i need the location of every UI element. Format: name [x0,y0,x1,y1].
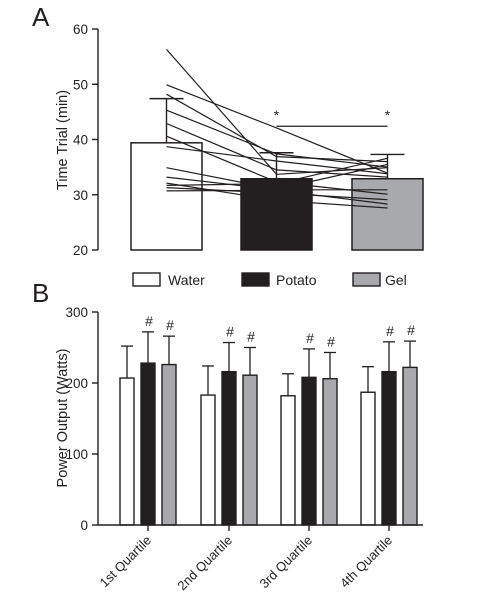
panel-b-y-axis-label: Power Output (Watts) [55,349,71,488]
panel-b-bar-water [119,377,135,526]
panel-b-bar-water [360,391,376,526]
panel-a-participant-line [166,109,388,168]
panel-b-y-tick-label: 100 [65,447,88,462]
significance-hash: # [327,333,335,349]
panel-b-bar-water [280,395,296,526]
panel-a-participant-line [166,187,388,201]
legend-swatch-potato [241,272,270,287]
panel-b-y-axis: 0 100 200 300 [65,305,99,533]
panel-a-y-tick-label: 40 [73,133,88,148]
panel-b-category-label: 2nd Quartile [174,533,235,594]
panel-b-category-label: 3rd Quartile [256,533,315,592]
panel-a-significance: * * [274,107,391,127]
panel-a-bar-water [130,142,203,251]
panel-b-bar-potato [221,370,237,526]
legend-label-potato: Potato [276,272,317,288]
significance-hash: # [306,330,314,346]
panel-b-bar-potato [301,376,317,526]
panel-a-y-axis: 20 30 40 50 60 [73,22,99,258]
panel-a-y-tick-label: 20 [73,243,88,258]
legend-swatch-water [132,272,161,287]
panel-a-participant-line [166,189,388,205]
panel-b-bar-water [200,394,216,526]
panel-b-bar-potato [381,370,397,526]
significance-star: * [385,107,391,123]
significance-hash: # [247,329,255,345]
panel-b-bar-potato [140,362,156,526]
panel-a-y-tick-label: 60 [73,22,88,37]
panel-b-x-axis: 1st Quartile 2nd Quartile 3rd Quartile 4th … [97,524,423,594]
significance-hash: # [226,324,234,340]
panel-b-bars: # # # # # # # # [119,313,418,526]
panel-a-y-axis-label: Time Trial (min) [55,90,71,190]
panel-b-y-tick-label: 300 [65,305,88,320]
significance-star: * [274,107,280,123]
panel-b-y-tick-label: 200 [65,376,88,391]
legend-label-water: Water [168,272,205,288]
panel-b-bar-gel [322,378,338,526]
panel-a-bars [130,97,424,251]
panel-a-participant-line [166,122,388,178]
panel-b-category-label: 1st Quartile [97,533,155,591]
panel-a-letter: A [32,2,50,32]
panel-a-individual-lines [166,49,388,209]
panel-a-bar-gel [351,177,424,251]
legend-swatch-gel [352,272,381,287]
panel-a-participant-line [166,157,388,186]
legend-label-gel: Gel [385,272,407,288]
panel-b-y-tick-label: 0 [80,518,88,533]
panel-b-category-label: 4th Quartile [337,533,395,591]
significance-hash: # [166,317,174,333]
panel-b-letter: B [32,278,49,308]
significance-hash: # [407,322,415,338]
panel-b-bar-gel [161,363,177,526]
panel-b-bar-gel [402,366,418,526]
panel-a-y-tick-label: 30 [73,188,88,203]
legend: Water Potato Gel [132,272,407,288]
panel-a-participant-line [166,84,388,174]
panel-b-bar-gel [242,374,258,526]
panel-a-participant-line [166,146,388,175]
panel-a-y-tick-label: 50 [73,77,88,92]
significance-hash: # [386,323,394,339]
significance-hash: # [145,313,153,329]
panel-a-participant-line [166,93,388,163]
